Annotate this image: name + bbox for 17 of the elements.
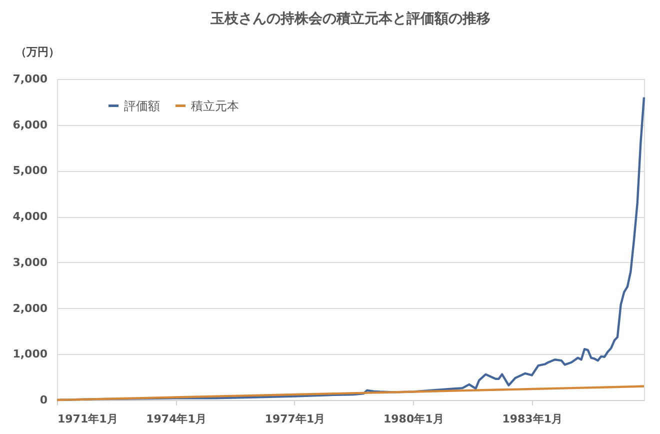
y-tick-label: 1,000 [12, 348, 48, 361]
legend-label: 積立元本 [191, 98, 239, 113]
x-tick-label: 1983年1月 [502, 412, 563, 426]
y-axis-title: （万円） [16, 46, 60, 58]
y-tick-label: 3,000 [12, 256, 48, 269]
x-tick-label: 1974年1月 [146, 412, 206, 426]
y-tick-label: 6,000 [12, 118, 48, 132]
y-tick-label: 4,000 [12, 210, 48, 224]
y-tick-label: 5,000 [12, 164, 48, 178]
y-tick-label: 2,000 [12, 302, 48, 315]
x-tick-label: 1977年1月 [264, 412, 326, 426]
x-tick-label: 1980年1月 [383, 412, 444, 426]
legend-label: 評価額 [124, 98, 160, 113]
y-tick-label: 0 [40, 394, 48, 406]
chart-title: 玉枝さんの持株会の積立元本と評価額の推移 [210, 10, 490, 27]
y-tick-label: 7,000 [12, 72, 48, 86]
x-tick-label: 1971年1月 [58, 412, 118, 426]
